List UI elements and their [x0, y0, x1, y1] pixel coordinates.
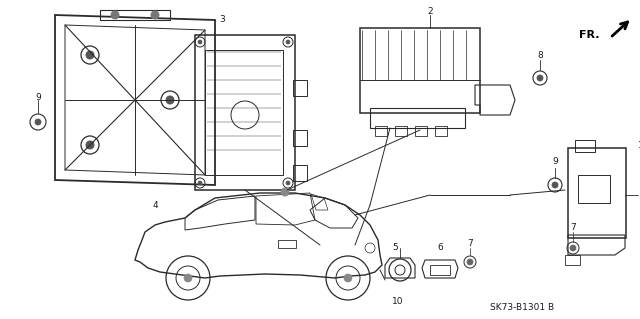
Text: 8: 8	[537, 50, 543, 60]
Circle shape	[286, 40, 290, 44]
Circle shape	[552, 182, 558, 188]
Circle shape	[537, 75, 543, 81]
Bar	[278, 240, 296, 248]
Circle shape	[184, 274, 192, 282]
Bar	[415, 126, 427, 136]
Text: 10: 10	[392, 298, 404, 307]
Bar	[293, 165, 307, 181]
Text: 6: 6	[437, 243, 443, 253]
Bar	[360, 28, 480, 113]
Bar	[293, 130, 307, 146]
Text: 5: 5	[392, 243, 398, 253]
Text: 9: 9	[552, 158, 558, 167]
Circle shape	[467, 259, 473, 265]
Circle shape	[286, 181, 290, 185]
Circle shape	[198, 181, 202, 185]
Bar	[375, 126, 387, 136]
Circle shape	[198, 40, 202, 44]
Bar	[293, 80, 307, 96]
Bar	[195, 35, 295, 190]
Circle shape	[570, 245, 576, 251]
Bar	[205, 50, 283, 175]
Text: 4: 4	[152, 201, 158, 210]
Bar	[578, 175, 610, 203]
Text: 3: 3	[219, 16, 225, 25]
Bar	[568, 148, 626, 238]
Circle shape	[111, 11, 119, 19]
Circle shape	[166, 96, 174, 104]
Text: 1: 1	[638, 140, 640, 150]
Bar	[395, 126, 407, 136]
Bar	[430, 265, 450, 275]
Text: 2: 2	[427, 8, 433, 17]
Text: FR.: FR.	[579, 30, 600, 40]
Circle shape	[281, 188, 289, 196]
Bar	[435, 126, 447, 136]
Text: SK73-B1301 B: SK73-B1301 B	[490, 303, 554, 313]
Circle shape	[151, 11, 159, 19]
Circle shape	[344, 274, 352, 282]
Bar	[575, 140, 595, 152]
Bar	[370, 108, 465, 128]
Circle shape	[35, 119, 41, 125]
Text: 9: 9	[35, 93, 41, 101]
Text: 7: 7	[570, 224, 576, 233]
Circle shape	[86, 141, 94, 149]
Circle shape	[86, 51, 94, 59]
Text: 7: 7	[467, 240, 473, 249]
